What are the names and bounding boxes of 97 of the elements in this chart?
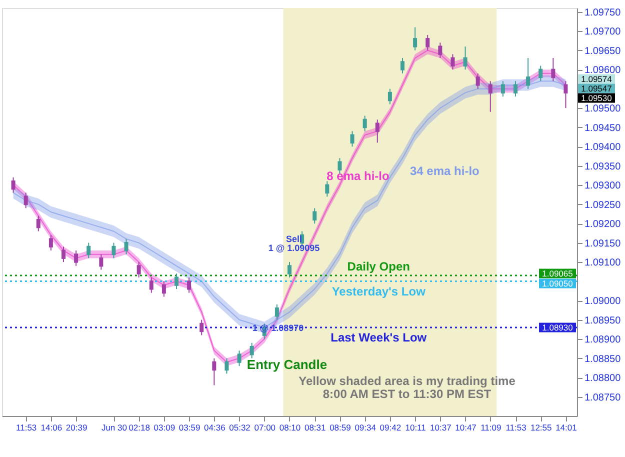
y-tick-label: 1.08950 — [584, 315, 622, 326]
x-tick-label: 07:00 — [254, 422, 276, 432]
ref-line-label: Daily Open — [347, 260, 410, 274]
annotation: 8:00 AM EST to 11:30 PM EST — [322, 387, 492, 401]
x-tick-label: 11:53 — [16, 422, 37, 432]
x-tick-label: 14:06 — [40, 422, 62, 432]
x-tick-label: 04:36 — [204, 422, 226, 432]
candlestick — [174, 273, 178, 290]
series-label: 34 ema hi-lo — [410, 164, 480, 178]
x-tick-label: 05:32 — [229, 422, 251, 432]
text: 1.09530 — [581, 93, 612, 103]
candlestick — [250, 342, 254, 359]
annotation: 1 @ 1.08970 — [252, 323, 304, 333]
candlestick — [488, 80, 492, 112]
x-tick-label: 08:31 — [304, 422, 326, 432]
x-tick-label: 11:09 — [480, 422, 502, 432]
x-tick-label: 08:59 — [330, 422, 352, 432]
candlestick — [112, 242, 116, 259]
candlestick — [24, 192, 28, 209]
candlestick — [200, 319, 204, 336]
x-tick-label: 10:11 — [405, 422, 426, 432]
candlestick — [312, 208, 317, 224]
candlestick — [187, 276, 192, 294]
x-tick-label: 08:10 — [279, 422, 301, 432]
annotation: 1.09050 — [542, 278, 574, 288]
y-tick-label: 1.09700 — [584, 26, 622, 38]
x-tick-label: Jun 30 — [101, 422, 128, 432]
candlestick — [500, 80, 505, 98]
ref-line-label: Last Week's Low — [330, 330, 428, 344]
annotation: 1.08930 — [542, 322, 574, 332]
text: 1.09574 — [581, 74, 612, 84]
candlestick — [350, 130, 354, 148]
candlestick — [362, 115, 367, 132]
candlestick — [62, 246, 66, 263]
candlestick — [538, 65, 543, 82]
candlestick — [438, 42, 442, 59]
candlestick — [413, 26, 418, 51]
x-tick-label: 20:39 — [66, 422, 88, 432]
y-tick-label: 1.09500 — [584, 104, 622, 115]
y-tick-label: 1.08850 — [584, 354, 622, 365]
y-tick-label: 1.08750 — [584, 392, 622, 404]
annotation: Yellow shaded area is my trading time — [298, 374, 516, 388]
y-tick-label: 1.09600 — [584, 65, 622, 76]
y-tick-label: 1.09350 — [584, 161, 622, 172]
candlestick — [36, 215, 40, 232]
candlestick — [564, 80, 568, 109]
candlestick — [237, 350, 242, 366]
candlestick — [325, 180, 330, 198]
y-tick-label: 1.09250 — [584, 200, 622, 211]
candlestick — [149, 276, 154, 294]
y-tick-label: 1.09000 — [584, 296, 622, 308]
y-tick-label: 1.09150 — [584, 238, 622, 250]
x-tick-label: 03:09 — [154, 422, 176, 432]
y-tick-label: 1.09400 — [584, 142, 622, 154]
candlestick — [551, 58, 556, 82]
y-tick-label: 1.08800 — [584, 373, 622, 384]
candlestick — [162, 280, 166, 298]
text: 1.09547 — [581, 84, 612, 94]
candlestick — [476, 72, 480, 90]
candlestick — [74, 250, 78, 266]
y-tick-label: 1.09750 — [584, 7, 622, 18]
ref-line-label: Yesterday's Low — [332, 284, 426, 298]
annotation: 1.09065 — [542, 268, 574, 278]
y-tick-label: 1.09450 — [584, 122, 622, 134]
candlestick — [463, 46, 468, 70]
candlestick — [288, 262, 292, 278]
candlestick — [48, 234, 53, 251]
candlestick — [388, 88, 392, 105]
candlestick — [400, 58, 404, 74]
candlestick — [212, 358, 216, 386]
x-tick-label: 03:59 — [178, 422, 200, 432]
candlestick — [86, 242, 91, 259]
y-tick-label: 1.08900 — [584, 334, 622, 346]
candlestick — [514, 80, 518, 98]
y-tick-label: 1.09100 — [584, 258, 622, 269]
candlestick — [375, 119, 380, 144]
candlestick — [526, 58, 530, 90]
x-tick-label: 10:47 — [455, 422, 477, 432]
candlestick — [11, 176, 16, 194]
x-tick-label: 14:01 — [556, 422, 578, 432]
y-tick-label: 1.09300 — [584, 180, 622, 192]
x-tick-label: 09:34 — [354, 422, 376, 432]
y-tick-label: 1.09650 — [584, 46, 622, 57]
y-tick-label: 1.09200 — [584, 219, 622, 230]
x-tick-label: 10:37 — [430, 422, 452, 432]
candlestick — [450, 54, 455, 70]
x-tick-label: 12:55 — [530, 422, 552, 432]
candlestick — [124, 238, 128, 255]
candlestick — [99, 254, 104, 270]
annotation: Entry Candle — [246, 357, 328, 372]
candlestick — [136, 262, 141, 278]
x-tick-label: 09:42 — [380, 422, 402, 432]
x-tick-label: 02:18 — [128, 422, 150, 432]
x-tick-label: 11:53 — [506, 422, 527, 432]
candlestick — [274, 304, 279, 320]
candlestick — [224, 358, 229, 374]
candlestick — [426, 34, 430, 51]
